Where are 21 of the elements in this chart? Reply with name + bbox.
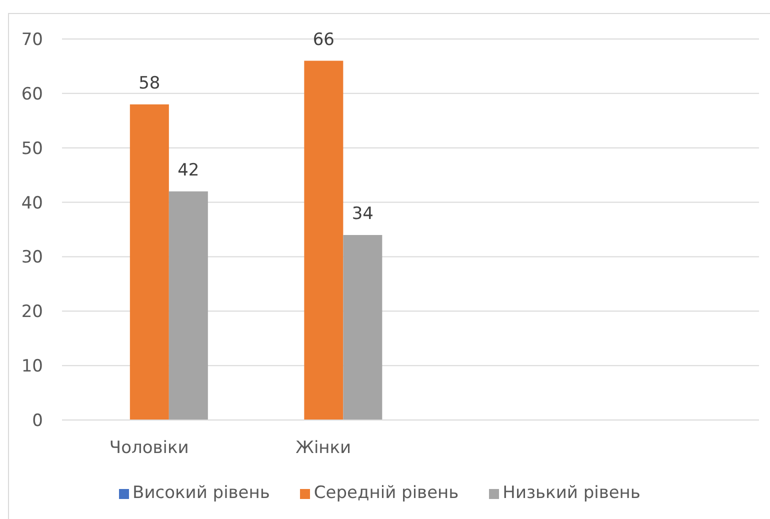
y-tick-label: 0 bbox=[32, 411, 43, 432]
data-label: 42 bbox=[178, 160, 200, 180]
y-tick-label: 10 bbox=[21, 356, 43, 377]
y-tick-label: 60 bbox=[21, 84, 43, 104]
y-tick-label: 70 bbox=[21, 30, 43, 50]
data-label: 58 bbox=[138, 73, 160, 94]
x-tick-label: Жінки bbox=[296, 438, 352, 458]
bar bbox=[168, 191, 208, 420]
bar bbox=[343, 234, 382, 420]
bar bbox=[304, 60, 344, 420]
legend-label: Низький рівень bbox=[502, 483, 640, 503]
y-tick-label: 30 bbox=[21, 248, 43, 268]
legend-label: Середній рівень bbox=[314, 483, 459, 503]
y-tick-label: 20 bbox=[21, 302, 43, 322]
y-tick-label: 40 bbox=[21, 193, 43, 214]
legend-label: Високий рівень bbox=[132, 483, 270, 503]
data-label: 66 bbox=[312, 30, 334, 50]
x-tick-label: Чоловіки bbox=[109, 438, 189, 458]
bar bbox=[130, 104, 169, 420]
data-label: 34 bbox=[352, 204, 374, 224]
y-tick-label: 50 bbox=[21, 138, 43, 159]
